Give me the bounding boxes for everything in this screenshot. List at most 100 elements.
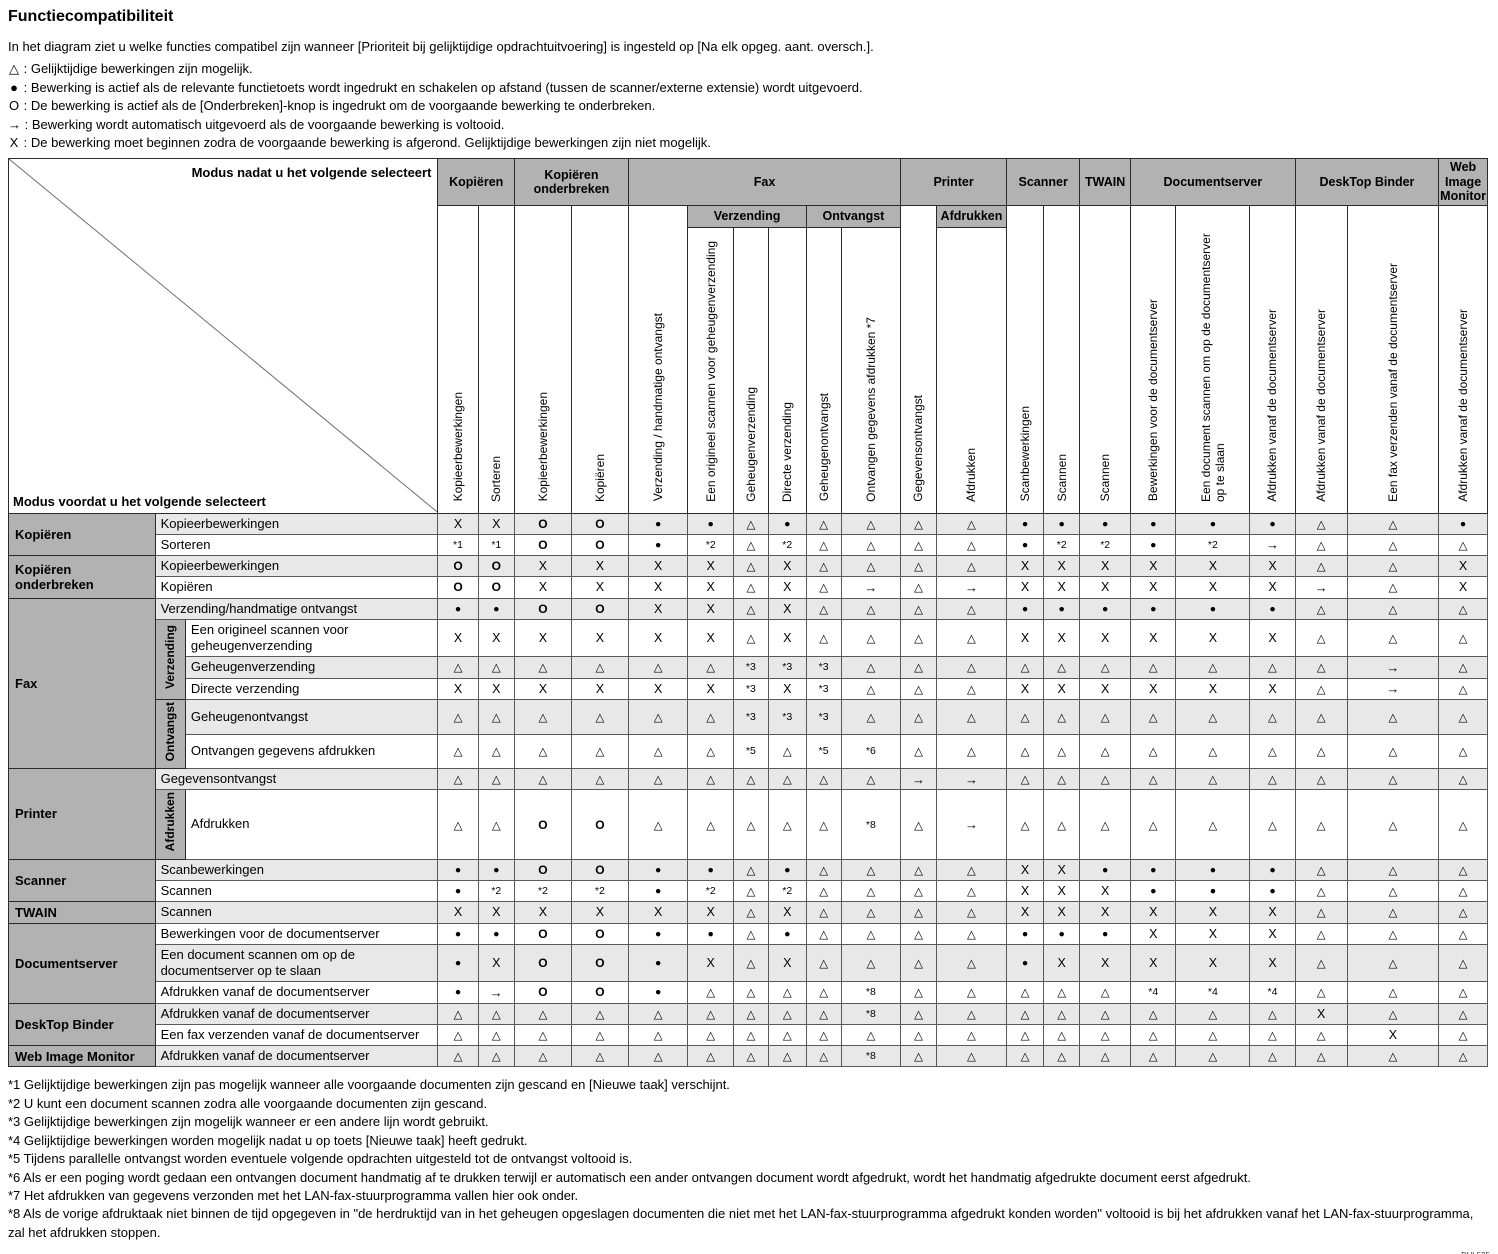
matrix-cell: X — [767, 943, 807, 983]
row-header: Kopieerbewerkingen — [154, 512, 439, 535]
matrix-cell: O — [570, 597, 629, 620]
matrix-cell: △ — [1175, 733, 1251, 770]
footnote: *6 Als er een poging wordt gedaan een on… — [8, 1169, 1252, 1185]
matrix-cell: X — [570, 618, 629, 658]
matrix-cell: △ — [1005, 1023, 1045, 1047]
matrix-cell: △ — [1438, 858, 1488, 882]
matrix-cell: *2 — [1043, 533, 1081, 557]
matrix-cell: X — [1129, 555, 1177, 578]
matrix-cell: △ — [687, 1023, 734, 1047]
matrix-row: Verzending Een origineel scannen voor geh… — [8, 618, 1488, 700]
matrix-cell: △ — [627, 768, 689, 791]
matrix-cell: △ — [1129, 733, 1177, 770]
matrix-cell: △ — [1249, 789, 1296, 860]
matrix-cell: △ — [1346, 576, 1440, 599]
matrix-cell: X — [1005, 901, 1045, 924]
matrix-cell: *5 — [805, 733, 842, 770]
matrix-cell: △ — [1005, 733, 1045, 770]
matrix-cell: △ — [477, 733, 516, 770]
row-header: Een document scannen om op de documentse… — [154, 943, 439, 983]
matrix-cell: △ — [1294, 677, 1348, 700]
column-group-header: Kopiëren — [437, 158, 515, 206]
matrix-cell: △ — [767, 1023, 807, 1047]
column-header-label: Een fax verzenden vanaf de documentserve… — [1385, 262, 1400, 502]
matrix-cell: ● — [477, 922, 516, 945]
matrix-cell: △ — [767, 1002, 807, 1025]
matrix-cell: △ — [900, 922, 937, 945]
matrix-cell: ● — [1129, 512, 1177, 535]
matrix-cell: △ — [935, 943, 1008, 983]
page-title: Functiecompatibiliteit — [8, 8, 174, 25]
matrix-cell: → — [1249, 533, 1296, 557]
matrix-cell: △ — [935, 677, 1008, 700]
matrix-cell: △ — [900, 698, 937, 735]
matrix-cell: X — [514, 901, 572, 924]
matrix-cell: △ — [1294, 1045, 1348, 1068]
matrix-cell: △ — [935, 1002, 1008, 1025]
matrix-cell: X — [1005, 858, 1045, 882]
matrix-row: Directe verzending X X X X X X *3 X *3 △ △ △ X X X X X X △ →… — [8, 677, 1488, 700]
row-group-header: Kopiëren onderbreken — [8, 555, 156, 599]
column-header-label: Afdrukken vanaf de documentserver — [1314, 308, 1329, 502]
row-subgroup-label: Verzending — [163, 624, 178, 689]
matrix-cell: △ — [1043, 1045, 1081, 1068]
matrix-cell: *6 — [840, 733, 902, 770]
header-groups-row: Modus nadat u het volgende selecteert Mod… — [7, 158, 1488, 514]
matrix-cell: △ — [900, 618, 937, 658]
matrix-cell: X — [514, 576, 572, 599]
matrix-cell: → — [935, 576, 1008, 599]
matrix-cell: △ — [627, 656, 689, 679]
matrix-cell: △ — [1079, 981, 1131, 1004]
matrix-cell: X — [627, 677, 689, 700]
footnote: *4 Gelijktijdige bewerkingen worden moge… — [8, 1132, 528, 1148]
matrix-cell: △ — [514, 1045, 572, 1068]
matrix-cell: *8 — [840, 1002, 902, 1025]
matrix-cell: △ — [1438, 698, 1488, 735]
matrix-cell: △ — [1346, 512, 1440, 535]
matrix-cell: *3 — [805, 656, 842, 679]
matrix-cell: △ — [900, 733, 937, 770]
matrix-cell: △ — [437, 1023, 479, 1047]
matrix-cell: △ — [1005, 789, 1045, 860]
matrix-cell: △ — [1438, 677, 1488, 700]
matrix-cell: △ — [1249, 698, 1296, 735]
matrix-cell: △ — [900, 880, 937, 903]
legend-item: O : De bewerking is actief als de [Onder… — [8, 97, 1488, 115]
matrix-cell: △ — [767, 981, 807, 1004]
row-header: Sorteren — [154, 533, 439, 557]
matrix-row: Ontvangst Geheugenontvangst △ △ △ △ △ △ *3 *3 *3 △ △… — [8, 698, 1488, 770]
matrix-cell: *2 — [687, 880, 734, 903]
matrix-cell: △ — [1005, 981, 1045, 1004]
matrix-row: Printer Gegevensontvangst △ △ △ △ △ △ △ △ △ △ → → △ △ △ △… — [8, 768, 1488, 860]
row-header: Afdrukken vanaf de documentserver — [154, 981, 439, 1004]
matrix-cell: X — [437, 677, 479, 700]
matrix-cell: △ — [935, 858, 1008, 882]
matrix-row: Kopiëren O O X X X X △ X △ → △ → X X X X X X → △ X — [8, 576, 1488, 599]
matrix-cell: △ — [935, 981, 1008, 1004]
column-group-header: Fax — [627, 158, 902, 206]
matrix-cell: ● — [1005, 922, 1045, 945]
matrix-cell: △ — [1043, 1023, 1081, 1047]
row-subgroup-label: Afdrukken — [163, 792, 178, 852]
row-group-header: Kopiëren — [8, 512, 156, 557]
legend-separator: : — [20, 135, 31, 150]
column-group-header: TWAIN — [1079, 158, 1131, 206]
matrix-cell: △ — [1249, 733, 1296, 770]
column-header: Scannen — [1079, 204, 1131, 514]
matrix-cell: *8 — [840, 1045, 902, 1068]
legend-item: △ : Gelijktijdige bewerkingen zijn mogel… — [8, 60, 1488, 78]
matrix-cell: *2 — [767, 880, 807, 903]
matrix-cell: X — [627, 901, 689, 924]
matrix-cell: △ — [477, 789, 516, 860]
matrix-cell: △ — [1438, 618, 1488, 658]
column-header: Geheugenverzending — [732, 226, 769, 514]
matrix-cell: X — [1005, 677, 1045, 700]
matrix-cell: X — [1043, 618, 1081, 658]
column-header: Afdrukken — [935, 226, 1008, 514]
matrix-cell: △ — [805, 512, 842, 535]
matrix-cell: △ — [935, 733, 1008, 770]
matrix-cell: △ — [1129, 1023, 1177, 1047]
matrix-cell: △ — [514, 1023, 572, 1047]
matrix-cell: △ — [1079, 1023, 1131, 1047]
matrix-cell: △ — [1438, 880, 1488, 903]
